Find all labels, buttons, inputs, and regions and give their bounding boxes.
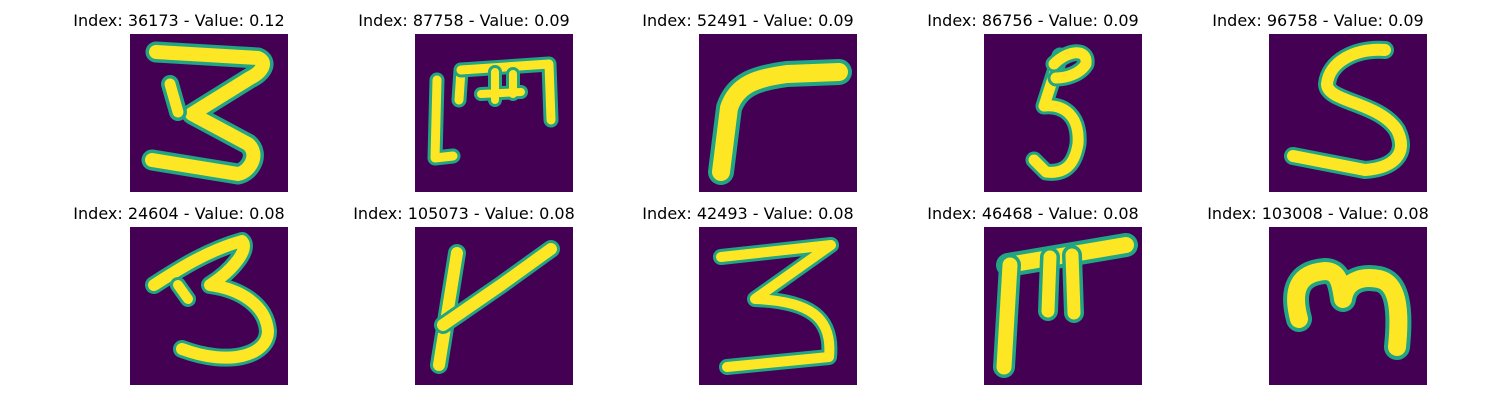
- tile-title: Index: 87758 - Value: 0.09: [358, 11, 570, 30]
- tile-title: Index: 96758 - Value: 0.09: [1212, 11, 1424, 30]
- tile-title: Index: 86756 - Value: 0.09: [927, 11, 1139, 30]
- image-tile: Index: 24604 - Value: 0.08: [29, 193, 329, 386]
- image-tile: Index: 87758 - Value: 0.09: [314, 0, 614, 193]
- digit-image: [984, 227, 1142, 385]
- digit-image: [415, 227, 573, 385]
- image-tile: Index: 46468 - Value: 0.08: [883, 193, 1183, 386]
- digit-image: [1269, 227, 1427, 385]
- digit-image: [415, 34, 573, 192]
- image-tile: Index: 105073 - Value: 0.08: [314, 193, 614, 386]
- tile-title: Index: 42493 - Value: 0.08: [642, 204, 854, 223]
- digit-image: [1269, 34, 1427, 192]
- image-tile: Index: 42493 - Value: 0.08: [598, 193, 898, 386]
- image-tile: Index: 36173 - Value: 0.12: [29, 0, 329, 193]
- image-tile: Index: 103008 - Value: 0.08: [1168, 193, 1468, 386]
- tile-title: Index: 103008 - Value: 0.08: [1207, 204, 1429, 223]
- digit-image: [699, 227, 857, 385]
- tile-title: Index: 105073 - Value: 0.08: [353, 204, 575, 223]
- digit-image: [130, 34, 288, 192]
- digit-image: [130, 227, 288, 385]
- image-tile: Index: 52491 - Value: 0.09: [598, 0, 898, 193]
- digit-image: [699, 34, 857, 192]
- tile-title: Index: 52491 - Value: 0.09: [642, 11, 854, 30]
- image-tile: Index: 86756 - Value: 0.09: [883, 0, 1183, 193]
- tile-title: Index: 36173 - Value: 0.12: [73, 11, 285, 30]
- tile-title: Index: 24604 - Value: 0.08: [73, 204, 285, 223]
- image-tile: Index: 96758 - Value: 0.09: [1168, 0, 1468, 193]
- digit-image: [984, 34, 1142, 192]
- tile-title: Index: 46468 - Value: 0.08: [927, 204, 1139, 223]
